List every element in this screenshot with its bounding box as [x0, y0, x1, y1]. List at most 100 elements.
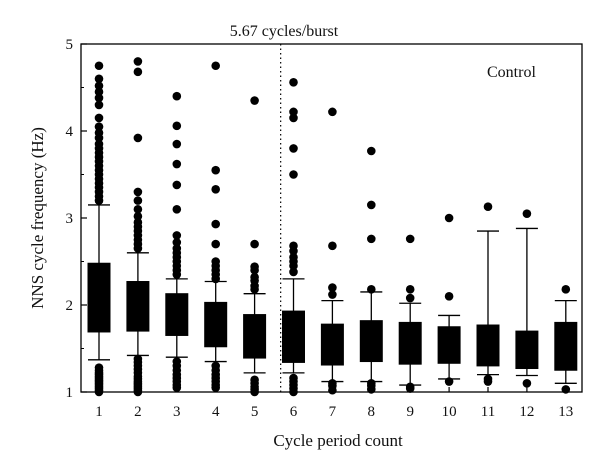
outlier-point [211, 61, 220, 71]
box-group [437, 213, 461, 386]
x-tick-label: 13 [558, 404, 573, 420]
outlier-point [172, 91, 182, 101]
box-group [398, 234, 422, 393]
box-group [359, 146, 383, 394]
outlier-point [172, 244, 182, 253]
outlier-point [172, 238, 182, 247]
x-tick-label: 2 [134, 404, 142, 420]
outlier-point [133, 211, 143, 221]
x-tick-label: 12 [519, 404, 534, 420]
box [515, 330, 539, 370]
outlier-point [133, 205, 143, 214]
outlier-point [133, 57, 143, 66]
outlier-point [211, 361, 220, 371]
box [476, 324, 500, 367]
outlier-point [250, 96, 259, 105]
x-tick-label: 9 [406, 404, 414, 420]
outlier-point [211, 219, 220, 229]
y-tick-label: 2 [66, 298, 74, 314]
outlier-point [94, 128, 104, 138]
box-series [87, 57, 578, 397]
x-tick-label: 10 [442, 404, 457, 420]
box-group [126, 57, 150, 397]
outlier-point [172, 121, 182, 131]
outlier-point [405, 285, 415, 294]
outlier-point [172, 205, 182, 214]
y-tick-label: 4 [66, 124, 74, 140]
x-tick-label: 5 [251, 404, 259, 420]
box-group [282, 77, 305, 397]
outlier-point [211, 257, 220, 266]
outlier-point [561, 285, 571, 294]
outlier-point [522, 209, 532, 218]
outlier-point [328, 241, 337, 251]
box [437, 326, 461, 364]
outlier-point [289, 267, 298, 277]
outlier-point [94, 122, 104, 131]
outlier-point [289, 107, 298, 117]
annotation-label: 5.67 cycles/burst [230, 23, 339, 40]
outlier-point [405, 293, 415, 303]
outlier-point [405, 234, 415, 244]
box [165, 293, 189, 336]
outlier-point [211, 184, 220, 194]
outlier-point [172, 357, 182, 366]
outlier-point [289, 252, 298, 262]
outlier-point [328, 107, 337, 117]
x-tick-label: 4 [212, 404, 220, 420]
outlier-point [172, 231, 182, 240]
outlier-point [94, 139, 104, 149]
outlier-point [94, 93, 104, 103]
outlier-point [172, 139, 182, 149]
box-group [320, 107, 344, 395]
box [87, 262, 111, 333]
outlier-point [94, 87, 104, 97]
outlier-point [444, 213, 454, 223]
outlier-point [328, 379, 337, 388]
outlier-point [328, 290, 337, 299]
outlier-point [133, 187, 143, 197]
box [320, 323, 344, 366]
outlier-point [289, 170, 298, 179]
outlier-point [367, 200, 376, 210]
box [282, 310, 305, 363]
box [554, 321, 578, 371]
x-tick-label: 3 [173, 404, 181, 420]
y-axis-label: NNS cycle frequency (Hz) [28, 127, 47, 309]
box [359, 320, 383, 363]
outlier-point [444, 377, 454, 386]
box [243, 314, 267, 359]
outlier-point [250, 239, 259, 249]
outlier-point [133, 218, 143, 227]
outlier-point [94, 81, 104, 91]
outlier-point [94, 61, 104, 71]
outlier-point [522, 379, 532, 388]
outlier-point [289, 373, 298, 383]
box [398, 321, 422, 365]
x-tick-label: 8 [368, 404, 376, 420]
outlier-point [367, 379, 376, 388]
x-tick-label: 1 [95, 404, 103, 420]
box-group [554, 285, 578, 394]
y-tick-label: 1 [66, 385, 74, 401]
outlier-point [367, 146, 376, 156]
outlier-point [211, 165, 220, 175]
outlier-point [94, 113, 104, 123]
legend-label: Control [487, 64, 536, 81]
outlier-point [94, 74, 104, 84]
outlier-point [483, 202, 493, 211]
outlier-point [172, 180, 182, 190]
outlier-point [289, 77, 298, 87]
x-axis-label: Cycle period count [273, 431, 403, 450]
outlier-point [211, 239, 220, 249]
x-tick-label: 6 [290, 404, 298, 420]
outlier-point [133, 133, 143, 143]
outlier-point [133, 354, 143, 364]
box-group [476, 202, 500, 386]
outlier-point [289, 241, 298, 251]
outlier-point [367, 285, 376, 294]
outlier-point [250, 272, 259, 282]
outlier-point [94, 100, 104, 110]
